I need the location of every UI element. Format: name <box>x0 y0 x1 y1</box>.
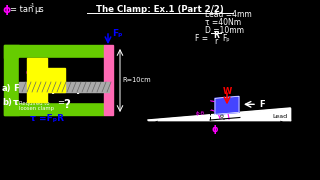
Text: Fₚ: Fₚ <box>222 34 230 43</box>
Text: Lead =4mm: Lead =4mm <box>205 10 252 19</box>
Text: 2πr: 2πr <box>208 126 220 132</box>
Polygon shape <box>215 96 239 114</box>
Text: r: r <box>214 37 217 46</box>
Text: ϕ-θ: ϕ-θ <box>196 111 205 116</box>
Text: F: F <box>13 84 19 93</box>
Text: W: W <box>223 87 232 96</box>
Text: a): a) <box>2 84 12 93</box>
Text: ?: ? <box>49 84 56 97</box>
Text: loosen clamp: loosen clamp <box>19 106 54 111</box>
Text: Required to: Required to <box>19 101 50 106</box>
Bar <box>4 45 104 58</box>
Text: W =: W = <box>57 84 76 93</box>
Text: ϕ = 16.7°: ϕ = 16.7° <box>26 68 66 77</box>
Bar <box>27 58 47 102</box>
Text: = tan: = tan <box>10 5 33 14</box>
Text: ?: ? <box>74 84 81 97</box>
Bar <box>19 82 109 92</box>
Text: τ: τ <box>13 98 19 107</box>
Text: b): b) <box>2 98 12 107</box>
Text: Lead: Lead <box>272 114 287 120</box>
Text: F =: F = <box>195 34 211 43</box>
Bar <box>47 68 65 92</box>
Text: -1: -1 <box>30 3 36 8</box>
Text: R=10cm: R=10cm <box>122 77 151 83</box>
Text: μs: μs <box>34 5 44 14</box>
Bar <box>4 45 19 115</box>
Text: ?: ? <box>63 98 70 111</box>
Text: ϕ: ϕ <box>212 125 219 134</box>
Text: R: R <box>213 31 219 40</box>
Bar <box>104 45 113 115</box>
Text: τ =40Nm: τ =40Nm <box>205 18 241 27</box>
Text: The Clamp: Ex.1 (Part 2/2): The Clamp: Ex.1 (Part 2/2) <box>96 5 224 14</box>
Text: D =10mm: D =10mm <box>205 26 244 35</box>
Text: θ: θ <box>220 114 224 119</box>
Text: τ =FₚR: τ =FₚR <box>30 114 64 123</box>
Text: ϕ: ϕ <box>2 5 10 15</box>
Text: F: F <box>259 100 265 109</box>
Text: =: = <box>43 84 50 93</box>
Bar <box>19 58 104 102</box>
Text: Fₚ: Fₚ <box>112 29 123 38</box>
Text: Lead
angle: Lead angle <box>148 107 164 118</box>
Bar <box>4 102 104 115</box>
Polygon shape <box>148 108 290 120</box>
Text: μs = 0.3: μs = 0.3 <box>28 61 63 70</box>
Text: On block: On block <box>19 88 42 93</box>
Text: =: = <box>57 98 64 107</box>
